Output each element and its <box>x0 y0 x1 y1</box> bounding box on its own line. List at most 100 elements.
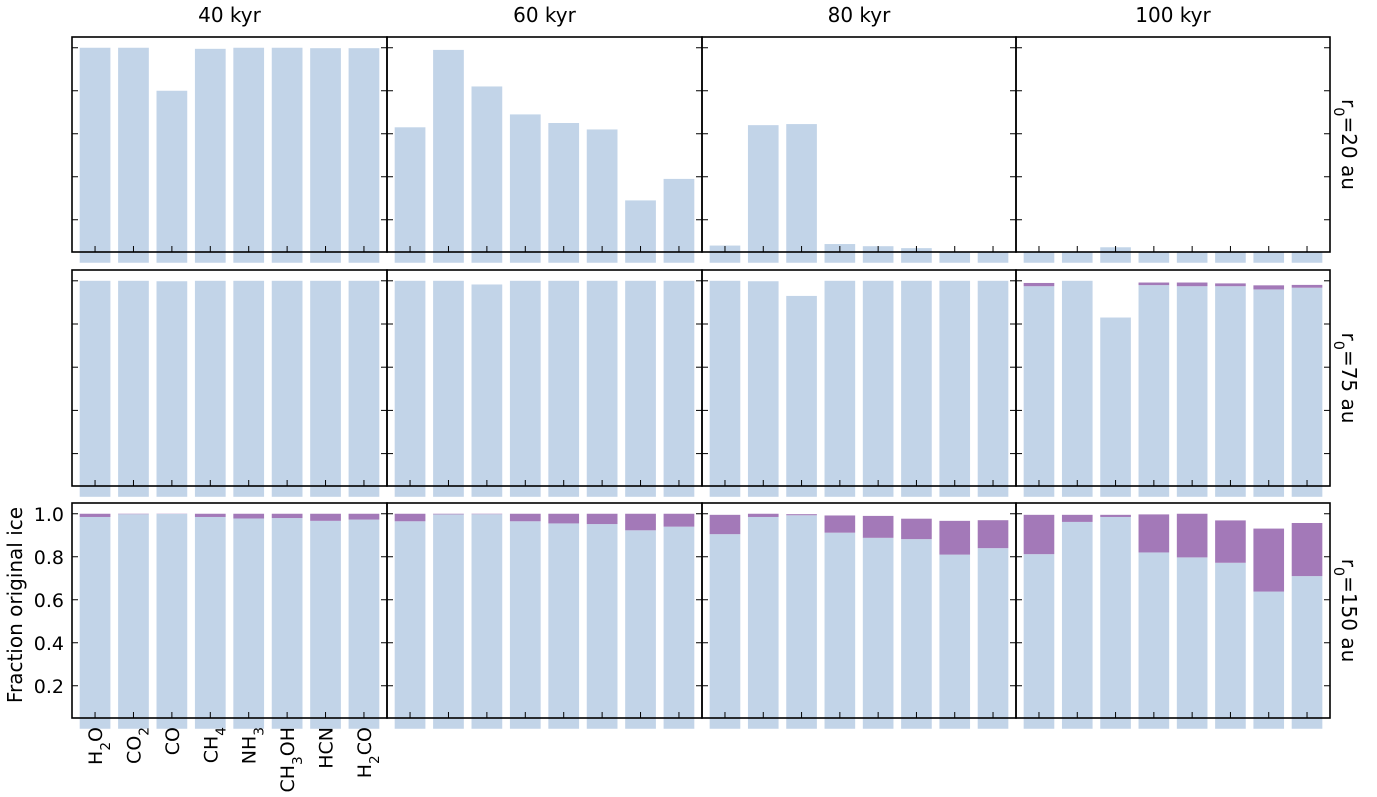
y-tick-label: 0.4 <box>34 633 64 655</box>
bar-base-CH4 <box>1138 285 1170 497</box>
bar-base-CH4 <box>824 280 856 497</box>
bar-base-CO <box>1100 247 1131 263</box>
bar-base-CH4 <box>824 244 856 263</box>
bar-base-HCN <box>1253 289 1285 497</box>
bar-base-HCN <box>1253 591 1285 729</box>
x-category-label-rest: O <box>85 727 107 742</box>
x-category-label-base: H <box>354 764 376 778</box>
bar-base-HCN <box>625 280 656 497</box>
row-label-base: r <box>1337 333 1361 342</box>
x-category-label-sub: 3 <box>290 756 306 765</box>
bar-top-H2CO <box>977 520 1009 549</box>
bar-base-H2O <box>709 534 741 729</box>
bar-top-CH4 <box>509 513 541 522</box>
panel-r2-c0 <box>71 502 388 729</box>
x-category-label-rest: CO <box>354 727 376 755</box>
bar-top-NH3 <box>233 513 265 519</box>
bar-base-CO2 <box>1061 280 1093 497</box>
bar-base-NH3 <box>862 537 894 729</box>
bar-base-CH3OH <box>1215 286 1246 497</box>
bar-top-HCN <box>1253 285 1285 290</box>
row-label-sub: 0 <box>1330 107 1346 116</box>
bar-base-CO2 <box>118 280 149 497</box>
bar-base-H2O <box>709 280 741 497</box>
x-category-label: CO <box>162 727 184 755</box>
bar-base-CH4 <box>509 280 541 497</box>
bar-base-H2O <box>1023 286 1055 497</box>
bar-base-H2CO <box>1291 287 1323 497</box>
bar-base-CH4 <box>1138 552 1170 729</box>
bar-base-CH4 <box>824 532 856 729</box>
panel-r1-c2 <box>701 269 1017 497</box>
bar-base-HCN <box>310 280 341 497</box>
bar-top-CO2 <box>747 513 779 517</box>
bar-base-CO <box>786 124 817 263</box>
x-category-label-rest: OH <box>277 727 299 756</box>
bar-base-CH3OH <box>271 280 303 497</box>
x-category-label-base: CH <box>277 765 299 793</box>
panel-frame <box>1015 269 1331 487</box>
row-label: r0=75 au <box>1330 333 1361 424</box>
y-tick-label: 0.8 <box>34 547 64 569</box>
bar-base-H2O <box>394 521 426 729</box>
bar-top-CO2 <box>433 513 464 515</box>
bar-base-CH3OH <box>1215 252 1246 263</box>
row-label-rest: =20 au <box>1337 116 1361 190</box>
bar-top-HCN <box>625 513 656 531</box>
bar-base-CO <box>1100 516 1131 729</box>
bar-base-H2CO <box>977 252 1009 263</box>
bar-top-NH3 <box>1176 513 1208 558</box>
bar-base-CO2 <box>1061 252 1093 263</box>
y-tick-label: 0.2 <box>34 676 64 698</box>
bar-top-CH4 <box>1138 282 1170 286</box>
panel-r0-c0 <box>71 36 388 263</box>
bar-top-H2CO <box>1291 284 1323 288</box>
bar-top-H2O <box>1023 282 1055 287</box>
bar-base-NH3 <box>862 280 894 497</box>
bar-base-H2O <box>79 280 111 497</box>
panel-r2-c2 <box>701 502 1017 729</box>
panel-r2-c3 <box>1015 502 1331 729</box>
bar-base-CO2 <box>433 514 464 729</box>
bar-base-H2O <box>394 127 426 263</box>
x-category-label-sub: 2 <box>367 755 383 764</box>
x-category-label: H2O <box>85 727 114 765</box>
row-label-rest: =150 au <box>1337 576 1361 662</box>
bar-base-CO <box>786 295 817 497</box>
panel-r1-c3 <box>1015 269 1331 497</box>
bar-base-NH3 <box>233 518 265 729</box>
bar-base-CO2 <box>118 514 149 729</box>
x-category-label-base: HCN <box>316 727 338 769</box>
bar-top-CO2 <box>1061 514 1093 522</box>
bar-base-H2O <box>79 47 111 263</box>
bar-base-NH3 <box>1176 252 1208 263</box>
bar-top-CO <box>786 514 817 516</box>
bar-top-H2CO <box>348 513 380 520</box>
bar-top-CH4 <box>1138 514 1170 553</box>
bar-base-CO <box>156 513 188 729</box>
x-category-label: CH4 <box>200 727 229 763</box>
bar-base-CH3OH <box>586 129 618 263</box>
panel-r1-c1 <box>386 269 703 497</box>
bar-base-H2CO <box>348 280 380 497</box>
row-label-base: r <box>1337 559 1361 568</box>
bar-base-NH3 <box>862 246 894 263</box>
bar-base-CH4 <box>194 280 226 497</box>
bar-base-CH4 <box>1138 252 1170 263</box>
bar-base-HCN <box>939 554 971 729</box>
row-label-sub: 0 <box>1330 341 1346 350</box>
bar-top-HCN <box>939 520 971 555</box>
x-category-label: H2CO <box>354 727 383 778</box>
bar-top-H2O <box>79 513 111 517</box>
bar-base-H2O <box>79 516 111 729</box>
bar-top-NH3 <box>1176 282 1208 287</box>
x-category-label-sub: 4 <box>213 727 229 736</box>
panel-frame <box>1015 36 1331 253</box>
y-axis-label: Fraction original ice <box>3 507 27 703</box>
bar-base-CO <box>471 284 503 497</box>
bar-base-H2CO <box>977 548 1009 729</box>
bar-base-CO <box>156 90 188 263</box>
panel-r2-c1 <box>386 502 703 729</box>
bar-base-HCN <box>310 48 341 263</box>
row-label: r0=150 au <box>1330 559 1361 663</box>
